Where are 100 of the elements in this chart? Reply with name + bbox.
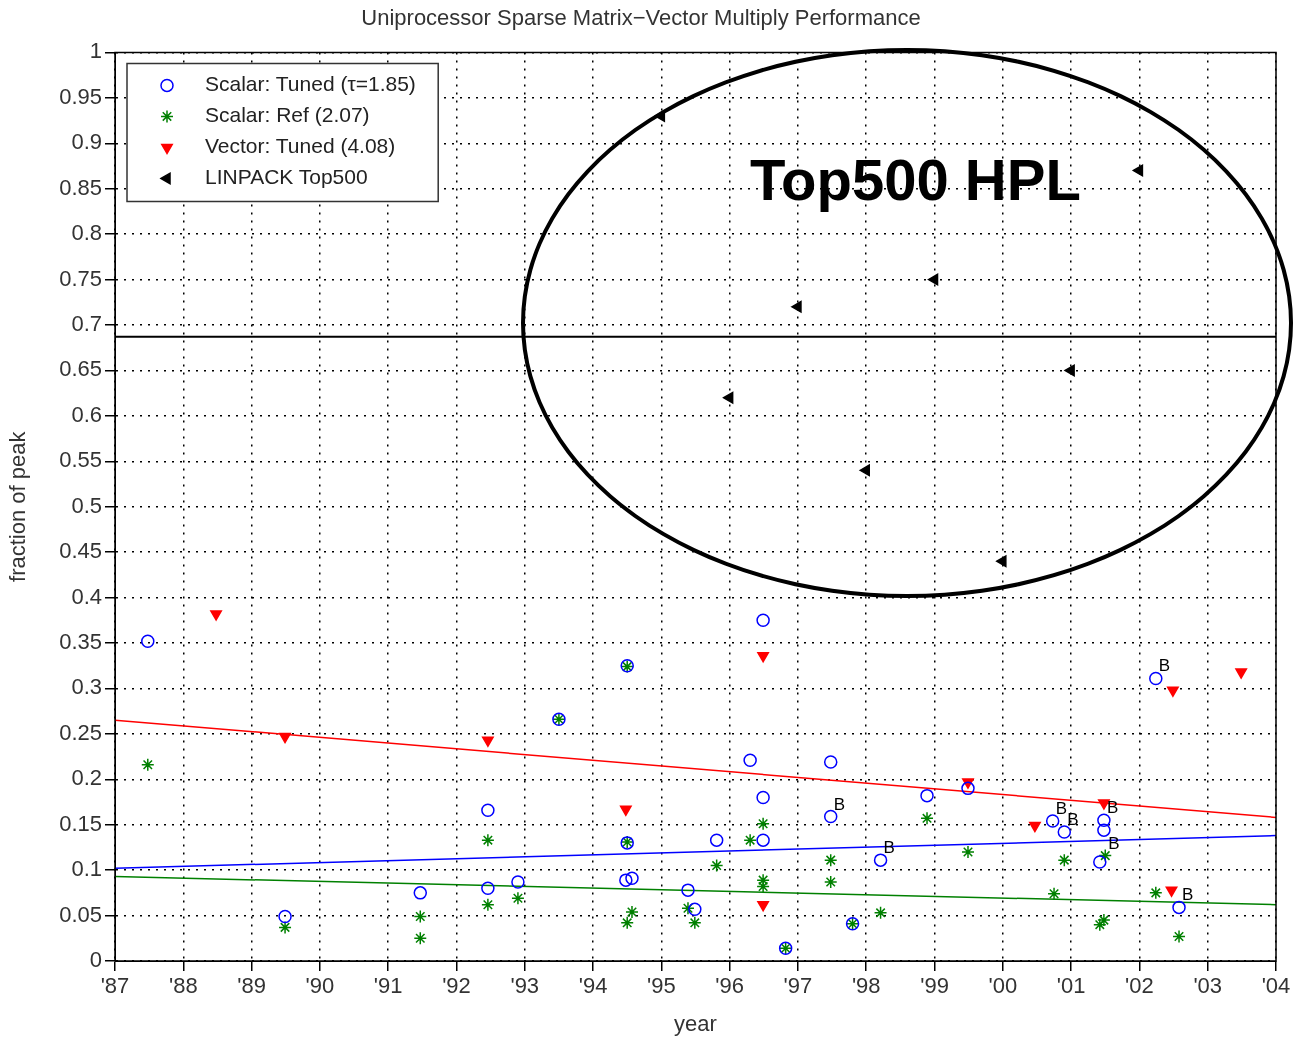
point bbox=[619, 873, 633, 887]
point bbox=[873, 906, 888, 920]
point bbox=[141, 634, 155, 648]
point bbox=[210, 610, 223, 621]
point bbox=[1132, 164, 1144, 177]
x-tick-label: '95 bbox=[647, 973, 676, 999]
point bbox=[1172, 900, 1186, 915]
point bbox=[1028, 821, 1041, 833]
y-tick-label: 0.05 bbox=[59, 901, 102, 927]
point bbox=[927, 273, 939, 286]
point bbox=[873, 853, 888, 867]
point bbox=[1166, 686, 1179, 697]
point bbox=[413, 909, 428, 924]
x-tick-label: '91 bbox=[373, 973, 403, 999]
y-tick-label: 0.3 bbox=[71, 674, 102, 700]
y-tick-label: 0 bbox=[89, 947, 102, 973]
point bbox=[823, 853, 838, 867]
y-tick-label: 0.8 bbox=[71, 220, 102, 246]
x-tick-label: '00 bbox=[988, 973, 1018, 999]
y-tick-label: 0.5 bbox=[71, 492, 102, 518]
point bbox=[278, 909, 292, 924]
y-tick-label: 0.15 bbox=[59, 810, 102, 836]
x-tick-label: '98 bbox=[851, 973, 881, 999]
point bbox=[756, 790, 770, 805]
y-tick-label: 0.7 bbox=[71, 311, 102, 337]
y-tick-label: 0.25 bbox=[59, 719, 102, 745]
point bbox=[511, 891, 525, 906]
legend-label: LINPACK Top500 bbox=[205, 165, 368, 189]
x-tick-label: '99 bbox=[920, 973, 949, 999]
x-tick-label: '90 bbox=[305, 973, 335, 999]
point bbox=[1172, 929, 1186, 944]
point bbox=[1098, 848, 1113, 863]
x-tick-label: '94 bbox=[578, 973, 608, 999]
y-tick-label: 0.9 bbox=[71, 129, 102, 155]
point bbox=[920, 788, 934, 803]
point bbox=[481, 803, 495, 817]
y-tick-label: 1 bbox=[89, 38, 102, 64]
y-axis-title: fraction of peak bbox=[5, 430, 31, 582]
point bbox=[511, 875, 525, 889]
point bbox=[996, 555, 1007, 568]
y-tick-label: 0.35 bbox=[59, 629, 102, 655]
point bbox=[1047, 887, 1061, 901]
point bbox=[413, 931, 428, 946]
point bbox=[625, 871, 639, 886]
point bbox=[413, 886, 428, 900]
annotation: Top500 HPL bbox=[750, 147, 1081, 212]
y-tick-label: 0.45 bbox=[59, 538, 102, 564]
point bbox=[141, 757, 155, 772]
annotation: B bbox=[1182, 885, 1194, 905]
y-tick-label: 0.4 bbox=[71, 583, 102, 609]
point bbox=[279, 732, 291, 744]
point bbox=[481, 736, 494, 747]
point bbox=[1149, 886, 1163, 900]
point bbox=[1097, 823, 1111, 837]
annotation: B bbox=[1106, 798, 1119, 818]
annotation: B bbox=[833, 794, 846, 814]
point bbox=[620, 916, 634, 930]
annotation: B bbox=[1158, 656, 1171, 676]
x-tick-label: '88 bbox=[168, 973, 198, 999]
point bbox=[823, 755, 838, 769]
point bbox=[823, 875, 838, 889]
y-tick-label: 0.2 bbox=[71, 765, 102, 791]
point bbox=[1057, 825, 1072, 839]
x-tick-label: '89 bbox=[237, 973, 266, 999]
annotation: B bbox=[1055, 799, 1068, 819]
annotation: B bbox=[1067, 809, 1079, 829]
point bbox=[1064, 364, 1075, 377]
point bbox=[920, 811, 934, 826]
point bbox=[1149, 671, 1163, 686]
x-tick-label: '97 bbox=[783, 973, 813, 999]
x-tick-label: '01 bbox=[1056, 973, 1086, 999]
point bbox=[1093, 855, 1107, 869]
point bbox=[619, 805, 632, 817]
point bbox=[859, 464, 870, 477]
point bbox=[756, 833, 770, 847]
point bbox=[481, 833, 495, 847]
point bbox=[709, 833, 724, 847]
y-tick-label: 0.55 bbox=[59, 447, 102, 473]
y-tick-label: 0.6 bbox=[71, 401, 102, 427]
point bbox=[688, 902, 702, 916]
y-tick-label: 0.95 bbox=[59, 83, 102, 109]
point bbox=[709, 858, 724, 873]
point bbox=[1057, 853, 1072, 867]
point bbox=[757, 900, 770, 912]
point bbox=[756, 817, 770, 831]
point bbox=[1045, 814, 1060, 828]
point bbox=[823, 809, 838, 824]
point bbox=[722, 391, 734, 404]
x-tick-label: '92 bbox=[442, 973, 471, 999]
legend-label: Scalar: Ref (2.07) bbox=[205, 103, 370, 127]
y-tick-label: 0.1 bbox=[71, 856, 102, 882]
x-tick-label: '02 bbox=[1125, 973, 1154, 999]
x-tick-label: '93 bbox=[510, 973, 540, 999]
legend-label: Vector: Tuned (4.08) bbox=[205, 134, 396, 158]
y-tick-label: 0.75 bbox=[59, 265, 102, 291]
point bbox=[757, 651, 770, 663]
point bbox=[756, 613, 770, 628]
legend-label: Scalar: Tuned (τ=1.85) bbox=[205, 72, 416, 96]
point bbox=[1235, 668, 1248, 679]
x-tick-label: '04 bbox=[1261, 973, 1291, 999]
